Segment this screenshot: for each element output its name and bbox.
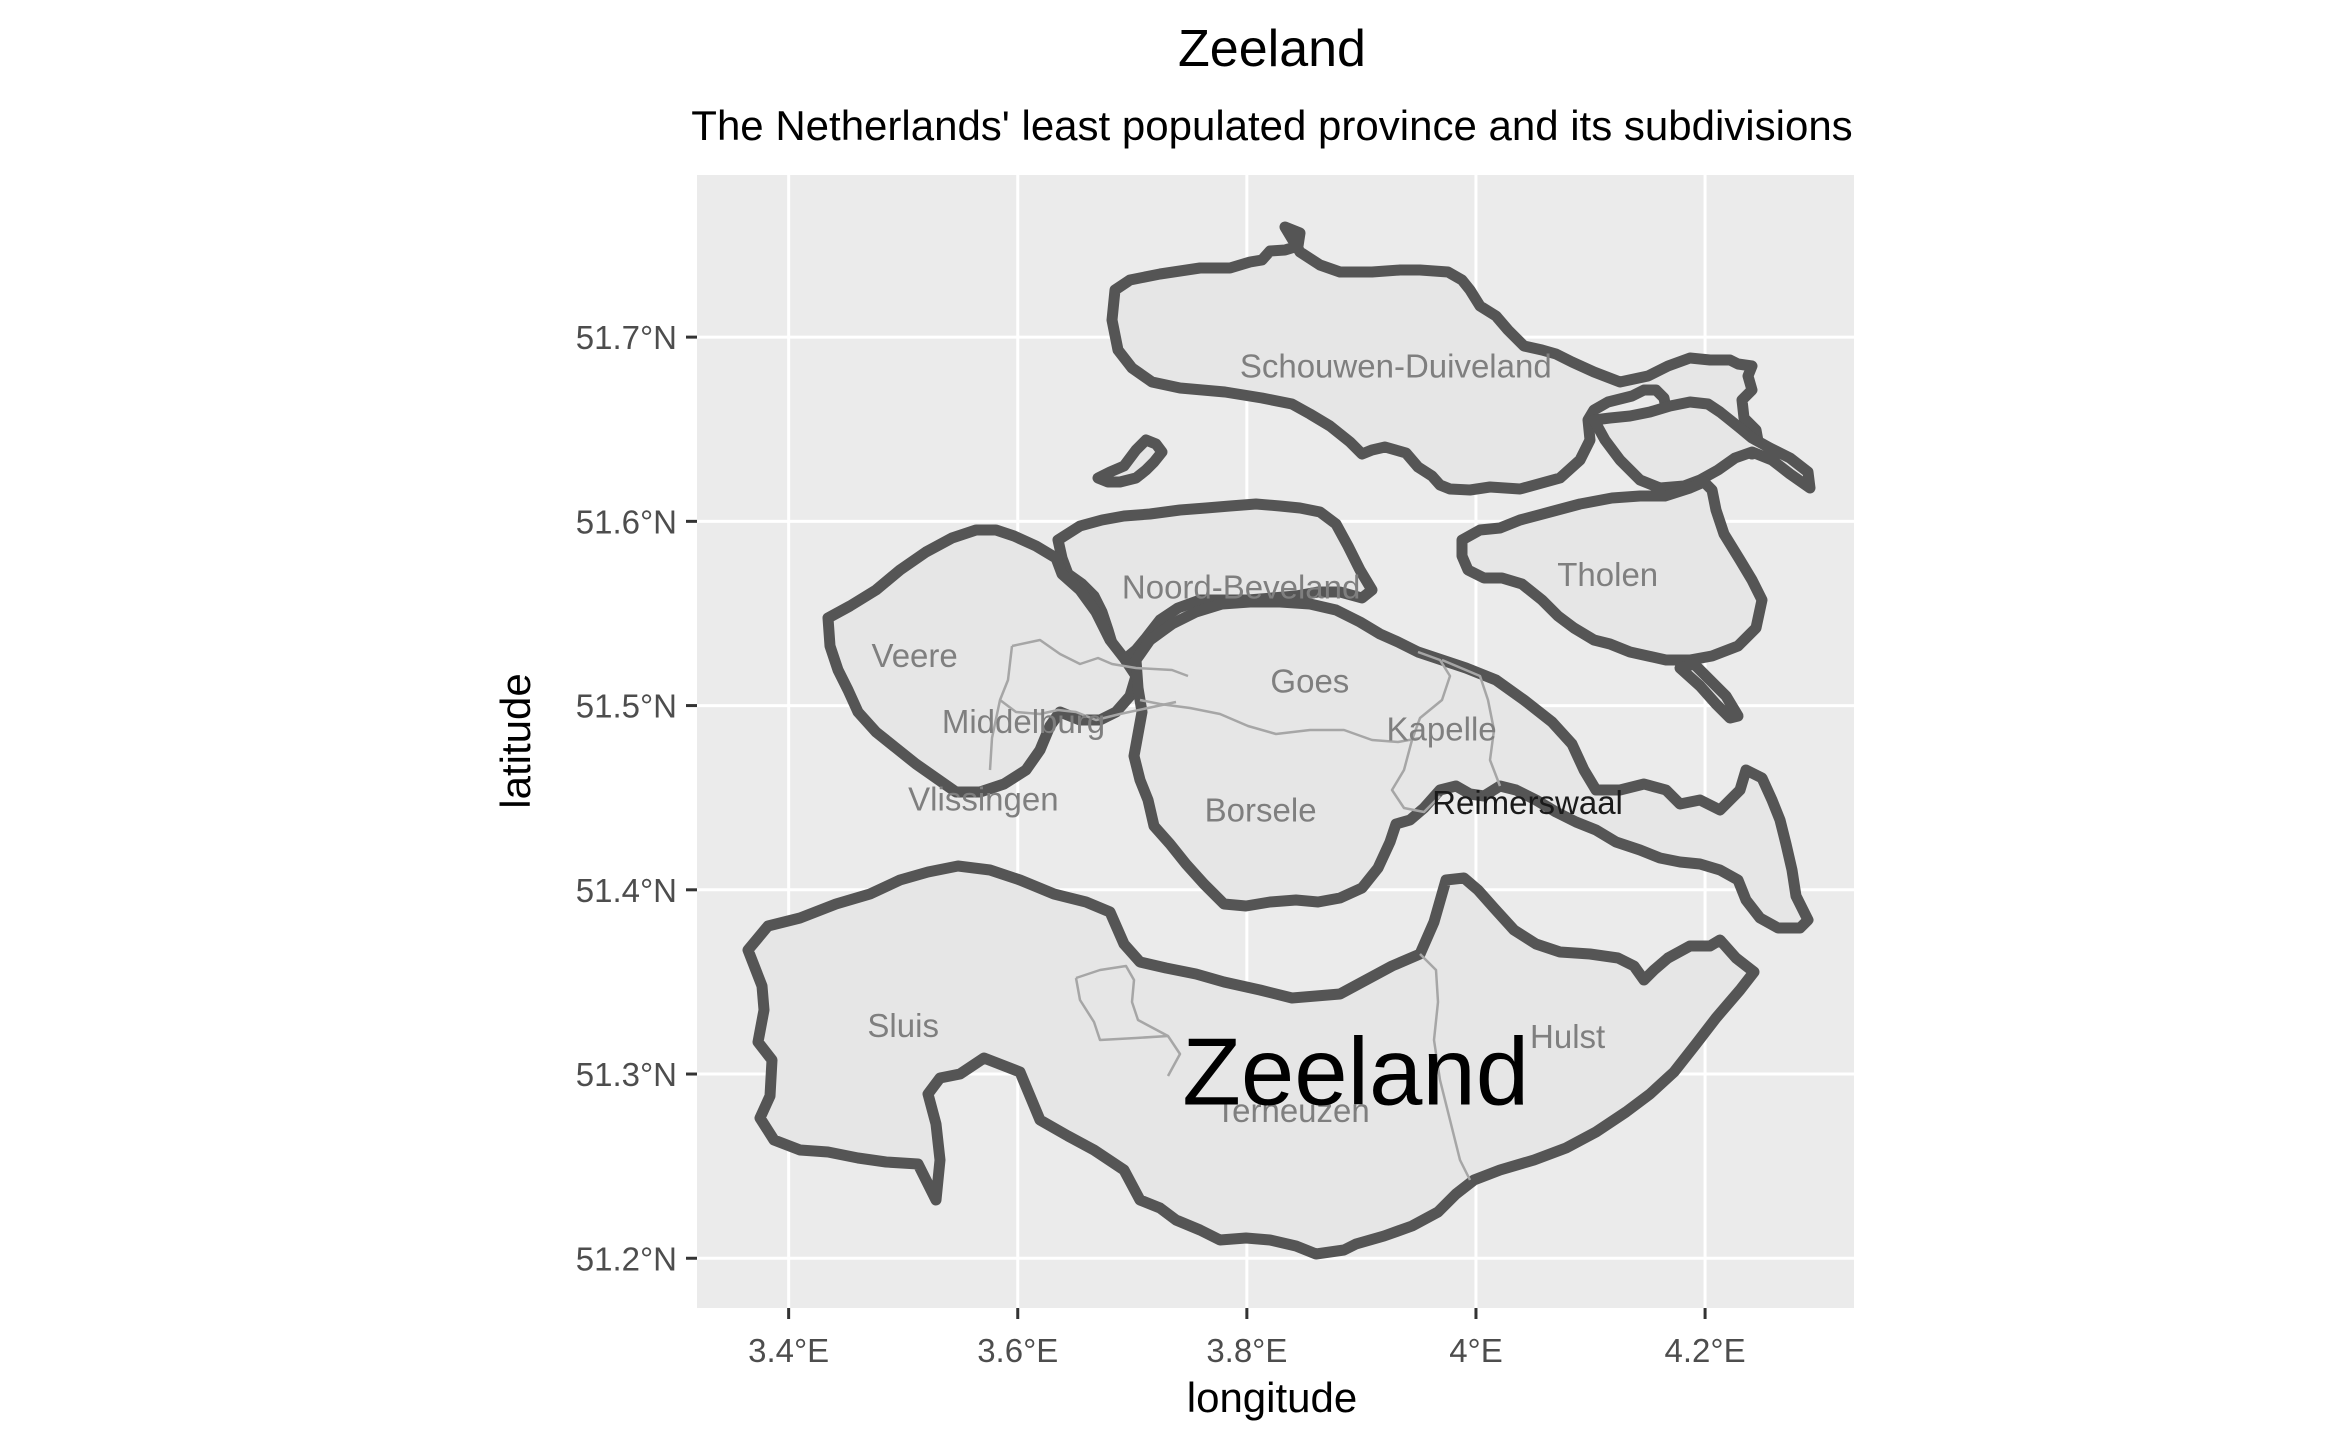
island-schouwen-duiveland (1106, 221, 1766, 496)
municipality-label-kapelle: Kapelle (1387, 711, 1497, 748)
y-tick-labels: 51.2°N 51.3°N 51.4°N 51.5°N 51.6°N 51.7°N (576, 319, 677, 1277)
x-tick-labels: 3.4°E 3.6°E 3.8°E 4°E 4.2°E (748, 1332, 1746, 1369)
province-outlines (742, 221, 1816, 1260)
y-tick-label-3: 51.5°N (576, 688, 677, 725)
municipality-label-goes: Goes (1270, 663, 1349, 700)
x-tick-label-2: 3.8°E (1206, 1332, 1287, 1369)
municipality-borders (988, 638, 1502, 1181)
axis-ticks (686, 335, 1707, 1319)
municipality-label-reimerswaal: Reimerswaal (1432, 784, 1623, 821)
x-tick-label-1: 3.6°E (977, 1332, 1058, 1369)
chart-subtitle: The Netherlands' least populated provinc… (691, 102, 1852, 149)
x-axis-title: longitude (1187, 1374, 1357, 1421)
island-tholen (1456, 476, 1768, 666)
municipality-labels: Schouwen-Duiveland Noord-Beveland Tholen Ve… (867, 348, 1658, 1129)
municipality-label-hulst: Hulst (1530, 1018, 1605, 1055)
island-zeeuws-vlaanderen (742, 860, 1760, 1260)
x-tick-label-3: 4°E (1449, 1332, 1503, 1369)
municipality-label-borsele: Borsele (1205, 792, 1317, 829)
island-schouwen-west-tip (1092, 434, 1168, 488)
y-tick-label-0: 51.2°N (576, 1240, 677, 1277)
chart-title: Zeeland (1178, 20, 1366, 78)
province-label: Zeeland (1182, 1018, 1529, 1125)
y-tick-label-4: 51.6°N (576, 503, 677, 540)
municipality-label-terneuzen: Terneuzen (1216, 1092, 1370, 1129)
municipality-label-vlissingen: Vlissingen (908, 781, 1058, 818)
municipality-label-sluis: Sluis (867, 1007, 939, 1044)
municipality-label-veere: Veere (872, 637, 958, 674)
island-sint-philipsland (1588, 396, 1816, 494)
municipality-label-schouwen-duiveland: Schouwen-Duiveland (1240, 348, 1552, 385)
x-tick-label-4: 4.2°E (1665, 1332, 1746, 1369)
y-tick-label-1: 51.3°N (576, 1056, 677, 1093)
y-tick-label-5: 51.7°N (576, 319, 677, 356)
x-tick-label-0: 3.4°E (748, 1332, 829, 1369)
y-axis-title: latitude (492, 673, 539, 808)
island-tholen-tongue (1674, 658, 1744, 724)
municipality-label-middelburg: Middelburg (942, 703, 1105, 740)
municipality-label-tholen: Tholen (1557, 556, 1658, 593)
municipality-label-noord-beveland: Noord-Beveland (1122, 569, 1360, 606)
island-walcheren (822, 524, 1142, 798)
y-tick-label-2: 51.4°N (576, 872, 677, 909)
